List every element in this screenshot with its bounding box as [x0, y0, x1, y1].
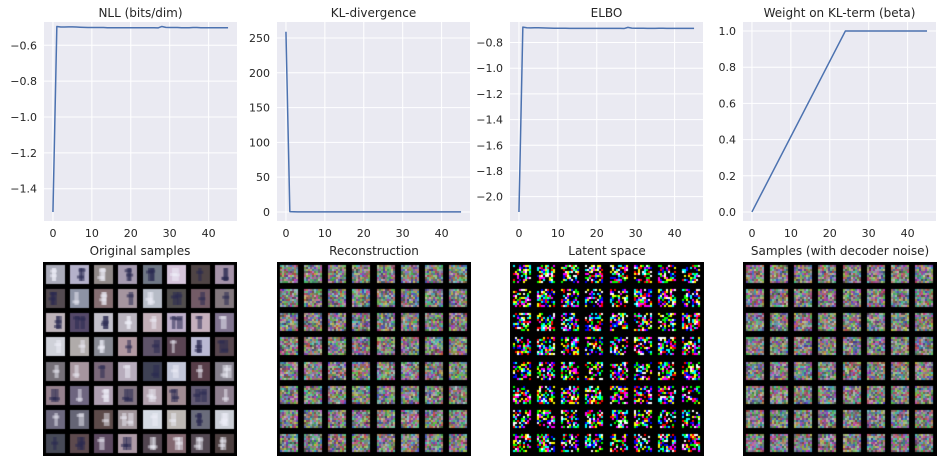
plot-area: [44, 22, 237, 221]
image-grid: [743, 262, 937, 456]
y-tick-label: −1.0: [476, 62, 503, 75]
grid-reconstruction: Reconstruction: [235, 240, 475, 463]
x-tick-label: 0: [282, 227, 289, 240]
chart-title: NLL (bits/dim): [98, 6, 183, 20]
y-tick-label: −1.4: [10, 183, 37, 196]
image-grid-canvas: [43, 262, 237, 456]
grid-title: Latent space: [568, 244, 646, 258]
y-tick-label: 0.8: [719, 61, 737, 74]
plot-area: [510, 22, 703, 221]
grid-latent-space: Latent space: [470, 240, 710, 463]
image-grid-canvas: [277, 262, 471, 456]
x-tick-label: 0: [748, 227, 755, 240]
series-line: [52, 25, 229, 213]
grid-title: Samples (with decoder noise): [750, 244, 930, 258]
x-tick-label: 30: [396, 227, 410, 240]
x-tick-label: 0: [49, 227, 56, 240]
chart-svg: 0 10 20 30 40 −2.0 −1.8 −1.6 −1.4 −1.2 −1.0 −0.8: [476, 22, 703, 240]
y-tick-label: −2.0: [476, 191, 503, 204]
chart-title: Weight on KL-term (beta): [763, 6, 916, 20]
y-tick-label: −0.8: [10, 75, 37, 88]
series-line: [518, 26, 695, 213]
chart-svg: 0 10 20 30 40 0.0 0.2 0.4 0.6 0.8 1.0: [719, 22, 936, 240]
x-tick-label: 10: [318, 227, 332, 240]
x-tick-label: 20: [124, 227, 138, 240]
y-tick-label: 0: [263, 206, 270, 219]
x-tick-label: 0: [515, 227, 522, 240]
y-tick-label: 0.2: [719, 170, 737, 183]
y-tick-label: −1.2: [10, 147, 37, 160]
image-grid: [510, 262, 704, 456]
grid-title: Reconstruction: [329, 244, 419, 258]
x-tick-label: 10: [784, 227, 798, 240]
x-tick-label: 30: [862, 227, 876, 240]
x-tick-label: 40: [202, 227, 216, 240]
y-tick-label: −1.8: [476, 165, 503, 178]
x-tick-label: 30: [163, 227, 177, 240]
series-line: [751, 30, 928, 213]
y-tick-label: −1.0: [10, 111, 37, 124]
y-tick-label: 150: [249, 102, 270, 115]
x-tick-label: 40: [901, 227, 915, 240]
y-tick-label: 50: [256, 171, 270, 184]
chart-svg: 0 10 20 30 40 0 50 100 150 200 250: [249, 22, 470, 240]
y-tick-label: −0.8: [476, 37, 503, 50]
x-tick-label: 20: [590, 227, 604, 240]
chart-beta: Weight on KL-term (beta) 0 10 20 30 40 0.0 0.2…: [703, 0, 943, 240]
chart-elbo: ELBO 0 10 20 30 40 −2.0 −1.8 −1.6 −1.4 −1.2 −1.0 −0…: [470, 0, 710, 240]
image-grid: [43, 262, 237, 456]
image-grid: [277, 262, 471, 456]
chart-kl-divergence: KL-divergence 0 10 20 30 40 0 50 100 150 200 250: [235, 0, 475, 240]
x-tick-label: 40: [668, 227, 682, 240]
y-tick-label: 100: [249, 136, 270, 149]
image-grid-canvas: [510, 262, 704, 456]
grid-decoder-samples: Samples (with decoder noise): [703, 240, 943, 463]
grid-title: Original samples: [89, 244, 191, 258]
y-tick-label: −1.2: [476, 88, 503, 101]
x-tick-label: 40: [435, 227, 449, 240]
y-tick-label: 250: [249, 32, 270, 45]
y-tick-label: 0.6: [719, 97, 737, 110]
y-tick-label: −1.4: [476, 114, 503, 127]
chart-title: KL-divergence: [330, 6, 417, 20]
y-tick-label: 200: [249, 67, 270, 80]
x-tick-label: 30: [629, 227, 643, 240]
chart-svg: 0 10 20 30 40 −1.4 −1.2 −1.0 −0.8 −0.6: [10, 22, 237, 240]
x-tick-label: 10: [551, 227, 565, 240]
chart-nll: NLL (bits/dim) 0 10 20 30 40 −1.4 −1.2 −1.0 −0.8…: [0, 0, 240, 240]
grid-original-samples: Original samples: [0, 240, 240, 463]
image-grid-canvas: [743, 262, 937, 456]
x-tick-label: 10: [85, 227, 99, 240]
y-tick-label: 0.4: [719, 134, 737, 147]
x-tick-label: 20: [823, 227, 837, 240]
plot-area: [277, 22, 470, 221]
chart-title: ELBO: [590, 6, 623, 20]
plot-area: [743, 22, 936, 221]
y-tick-label: −0.6: [10, 39, 37, 52]
series-line: [285, 31, 462, 213]
y-tick-label: −1.6: [476, 139, 503, 152]
y-tick-label: 1.0: [719, 25, 737, 38]
x-tick-label: 20: [357, 227, 371, 240]
y-tick-label: 0.0: [719, 206, 737, 219]
